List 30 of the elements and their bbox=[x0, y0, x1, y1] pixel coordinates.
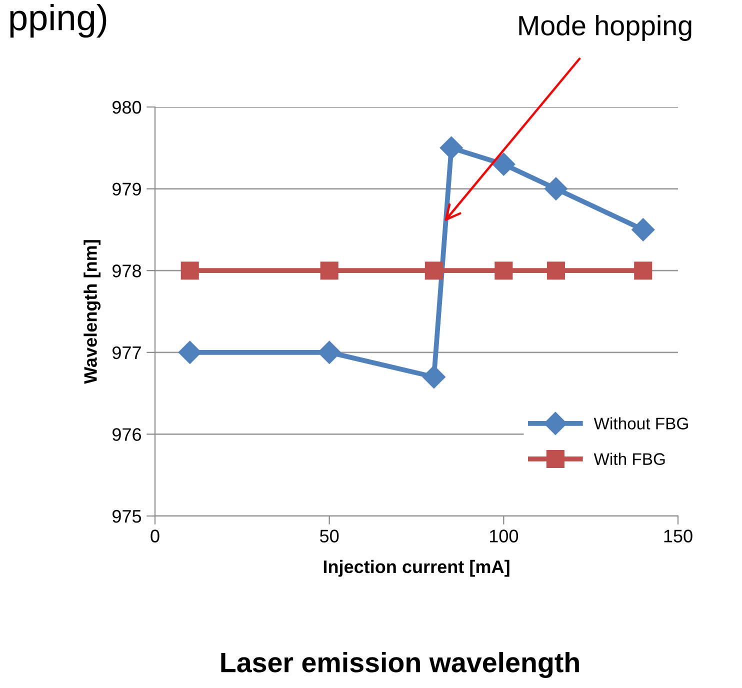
annotation: Mode hopping bbox=[519, 15, 692, 41]
x-tick-label: 100 bbox=[490, 530, 518, 542]
point bbox=[544, 177, 568, 200]
point bbox=[180, 262, 199, 280]
y-tick-label: 976 bbox=[112, 428, 142, 441]
legend-label: Without FBG bbox=[594, 417, 688, 430]
text: Laser emission wavelength bbox=[221, 652, 579, 678]
y-axis-title: Wavelength [nm] bbox=[84, 240, 101, 384]
legend-label: With FBG bbox=[594, 452, 665, 465]
point bbox=[494, 262, 513, 280]
point bbox=[634, 262, 652, 280]
text: pping) bbox=[10, 4, 106, 38]
point bbox=[440, 136, 463, 160]
x-axis-title: Injection current [mA] bbox=[324, 560, 510, 577]
point bbox=[492, 152, 516, 176]
point bbox=[318, 340, 341, 364]
x-tick-label: 50 bbox=[320, 530, 339, 542]
point bbox=[178, 340, 202, 364]
point bbox=[546, 262, 565, 280]
point bbox=[320, 262, 338, 280]
y-tick-label: 980 bbox=[112, 100, 142, 114]
y-tick-label: 975 bbox=[112, 510, 142, 523]
y-tick-label: 977 bbox=[112, 346, 141, 360]
y-tick-label: 978 bbox=[112, 264, 142, 278]
point bbox=[422, 365, 446, 388]
x-tick-label: 0 bbox=[150, 530, 160, 542]
point bbox=[632, 218, 655, 242]
y-tick-label: 979 bbox=[112, 182, 141, 196]
point bbox=[424, 262, 443, 280]
x-tick-label: 150 bbox=[664, 530, 692, 542]
